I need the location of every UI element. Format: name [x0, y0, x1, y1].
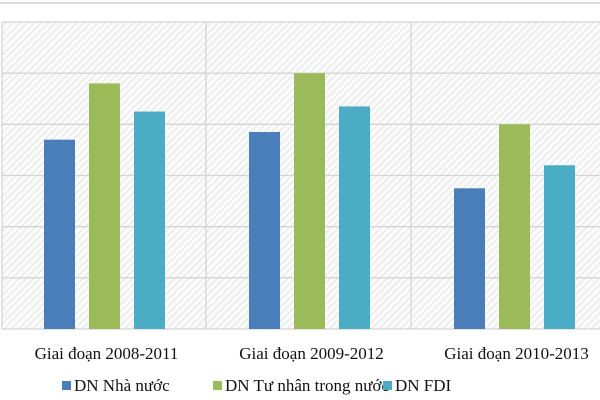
bar: [134, 111, 165, 330]
bar: [89, 83, 120, 330]
legend-label: DN FDI: [395, 376, 452, 395]
bar: [544, 165, 575, 329]
legend-swatch: [213, 381, 222, 390]
category-label: Giai đoạn 2009-2012: [239, 344, 383, 363]
category-label: Giai đoạn 2010-2013: [444, 344, 588, 363]
bar: [454, 188, 485, 329]
category-label: Giai đoạn 2008-2011: [35, 344, 179, 363]
bar: [339, 106, 370, 329]
bar: [44, 139, 75, 329]
legend-swatch: [62, 381, 71, 390]
bar: [249, 132, 280, 329]
bar: [294, 73, 325, 330]
legend-label: DN Tư nhân trong nước: [225, 376, 389, 395]
legend-swatch: [383, 381, 392, 390]
bar: [499, 124, 530, 329]
legend-label: DN Nhà nước: [74, 376, 170, 395]
top-border: [0, 2, 600, 4]
